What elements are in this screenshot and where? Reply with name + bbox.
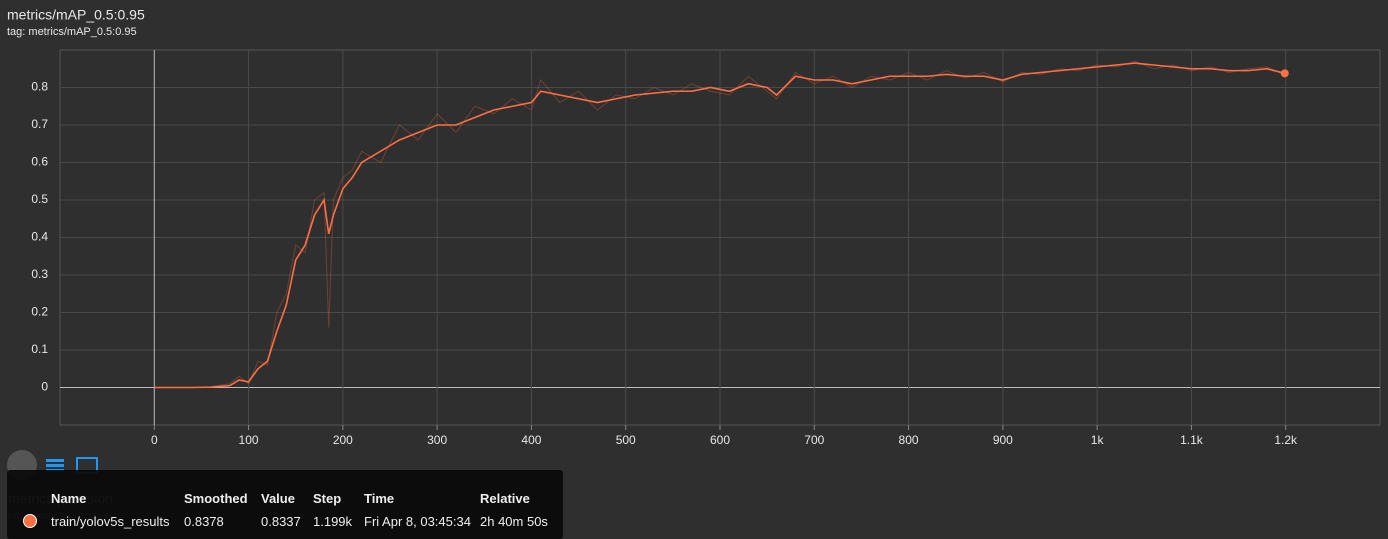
smoothed-line [154,62,1285,389]
tooltip-header: Value [261,491,295,506]
tooltip: Name Smoothed Value Step Time Relative train/y… [7,470,563,539]
tooltip-cell: train/yolov5s_results [51,514,170,529]
tooltip-cell: 0.8378 [184,514,224,529]
x-tick-label: 800 [899,433,919,447]
x-tick-label: 100 [239,433,259,447]
tooltip-header: Name [51,491,87,506]
y-tick-label: 0.1 [31,342,48,356]
x-tick-label: 700 [804,433,824,447]
x-tick-label: 1.2k [1274,433,1298,447]
tooltip-cell: 1.199k [313,514,353,529]
y-tick-label: 0.6 [31,155,48,169]
y-tick-label: 0.4 [31,230,48,244]
series-swatch [23,514,37,528]
y-tick-label: 0 [41,380,48,394]
x-tick-label: 900 [993,433,1013,447]
chart-title: metrics/mAP_0.5:0.95 [7,7,145,23]
x-tick-label: 1.1k [1180,433,1204,447]
x-tick-label: 300 [427,433,447,447]
tooltip-header: Relative [480,491,530,506]
hover-point [1280,69,1289,78]
y-tick-label: 0.2 [31,305,48,319]
x-tick-label: 200 [333,433,353,447]
y-tick-label: 0.7 [31,117,48,131]
chart-subtitle: tag: metrics/mAP_0.5:0.95 [7,26,137,38]
tooltip-header: Step [313,491,342,506]
x-tick-label: 600 [710,433,730,447]
y-tick-label: 0.5 [31,192,48,206]
x-tick-label: 500 [616,433,636,447]
x-tick-label: 400 [521,433,541,447]
x-tick-label: 1k [1091,433,1105,447]
tooltip-header: Time [364,491,395,506]
tooltip-header: Smoothed [184,491,248,506]
tooltip-cell: Fri Apr 8, 03:45:34 [364,514,471,529]
y-tick-label: 0.3 [31,267,48,281]
tooltip-cell: 0.8337 [261,514,301,529]
tooltip-cell: 2h 40m 50s [480,514,548,529]
x-tick-label: 0 [151,433,158,447]
y-tick-label: 0.8 [31,80,48,94]
